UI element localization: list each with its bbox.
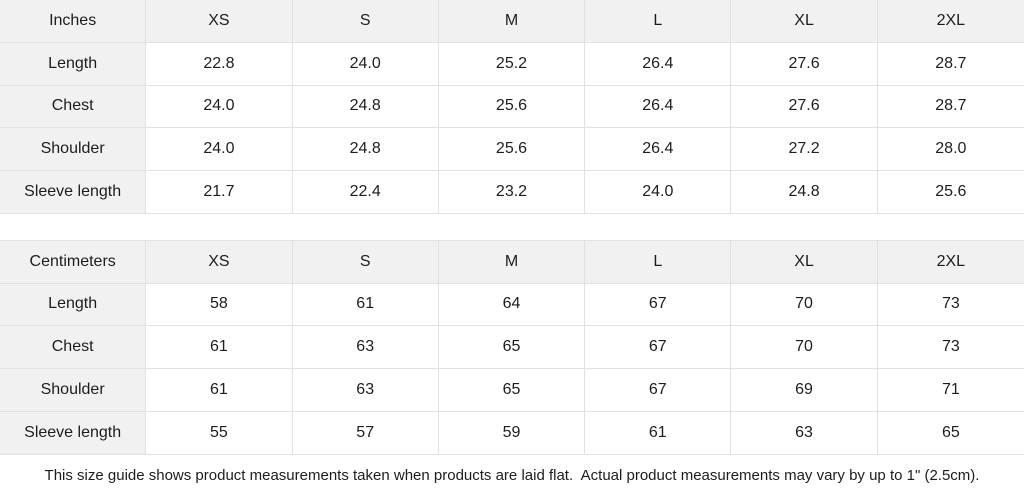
measurement-cell: 22.8 [146, 42, 293, 86]
measurement-cell: 27.6 [731, 85, 878, 129]
measurement-cell: 25.6 [438, 128, 586, 171]
size-header-m: M [438, 240, 586, 284]
size-header-2xl: 2XL [877, 0, 1024, 43]
measurement-cell: 65 [438, 326, 586, 369]
row-label-chest: Chest [0, 85, 147, 129]
measurement-cell: 55 [146, 411, 293, 455]
measurement-cell: 27.2 [731, 128, 878, 171]
measurement-cell: 67 [585, 283, 732, 327]
row-label-length: Length [0, 283, 147, 327]
measurement-cell: 61 [585, 411, 732, 455]
measurement-cell: 24.8 [292, 85, 439, 129]
measurement-cell: 28.7 [877, 85, 1024, 129]
row-label-sleeve-length: Sleeve length [0, 171, 147, 214]
measurement-cell: 67 [585, 369, 732, 412]
measurement-cell: 26.4 [585, 128, 732, 171]
row-label-shoulder: Shoulder [0, 128, 147, 171]
measurement-cell: 64 [438, 283, 586, 327]
measurement-cell: 57 [292, 411, 439, 455]
unit-header-inches: Inches [0, 0, 147, 43]
size-header-l: L [585, 0, 732, 43]
measurement-cell: 25.6 [438, 85, 586, 129]
size-header-xl: XL [731, 240, 878, 284]
measurement-cell: 24.8 [292, 128, 439, 171]
measurement-cell: 28.0 [877, 128, 1024, 171]
measurement-cell: 63 [292, 369, 439, 412]
measurement-cell: 28.7 [877, 42, 1024, 86]
size-header-xs: XS [146, 0, 293, 43]
size-header-s: S [292, 240, 439, 284]
measurement-cell: 25.6 [877, 171, 1024, 214]
measurement-cell: 21.7 [146, 171, 293, 214]
measurement-cell: 67 [585, 326, 732, 369]
size-header-l: L [585, 240, 732, 284]
measurement-cell: 73 [877, 326, 1024, 369]
measurement-cell: 24.0 [292, 42, 439, 86]
measurement-cell: 59 [438, 411, 586, 455]
size-header-xs: XS [146, 240, 293, 284]
size-guide-note: This size guide shows product measuremen… [0, 454, 1024, 496]
size-header-2xl: 2XL [877, 240, 1024, 284]
row-label-chest: Chest [0, 326, 147, 369]
measurement-cell: 23.2 [438, 171, 586, 214]
measurement-cell: 70 [731, 283, 878, 327]
measurement-cell: 27.6 [731, 42, 878, 86]
measurement-cell: 26.4 [585, 42, 732, 86]
size-header-s: S [292, 0, 439, 43]
table-spacer [0, 213, 1024, 240]
measurement-cell: 65 [438, 369, 586, 412]
measurement-cell: 61 [146, 369, 293, 412]
measurement-cell: 63 [731, 411, 878, 455]
inches-table: Inches XS S M L XL 2XL Length 22.8 24.0 … [0, 0, 1024, 214]
measurement-cell: 58 [146, 283, 293, 327]
row-label-length: Length [0, 42, 147, 86]
measurement-cell: 69 [731, 369, 878, 412]
unit-header-centimeters: Centimeters [0, 240, 147, 284]
measurement-cell: 71 [877, 369, 1024, 412]
measurement-cell: 63 [292, 326, 439, 369]
measurement-cell: 25.2 [438, 42, 586, 86]
size-header-xl: XL [731, 0, 878, 43]
measurement-cell: 61 [292, 283, 439, 327]
measurement-cell: 73 [877, 283, 1024, 327]
row-label-sleeve-length: Sleeve length [0, 411, 147, 455]
row-label-shoulder: Shoulder [0, 369, 147, 412]
measurement-cell: 70 [731, 326, 878, 369]
measurement-cell: 24.0 [146, 85, 293, 129]
centimeters-table: Centimeters XS S M L XL 2XL Length 58 61… [0, 239, 1024, 455]
measurement-cell: 24.8 [731, 171, 878, 214]
measurement-cell: 26.4 [585, 85, 732, 129]
measurement-cell: 24.0 [585, 171, 732, 214]
measurement-cell: 65 [877, 411, 1024, 455]
measurement-cell: 22.4 [292, 171, 439, 214]
size-header-m: M [438, 0, 586, 43]
measurement-cell: 24.0 [146, 128, 293, 171]
measurement-cell: 61 [146, 326, 293, 369]
